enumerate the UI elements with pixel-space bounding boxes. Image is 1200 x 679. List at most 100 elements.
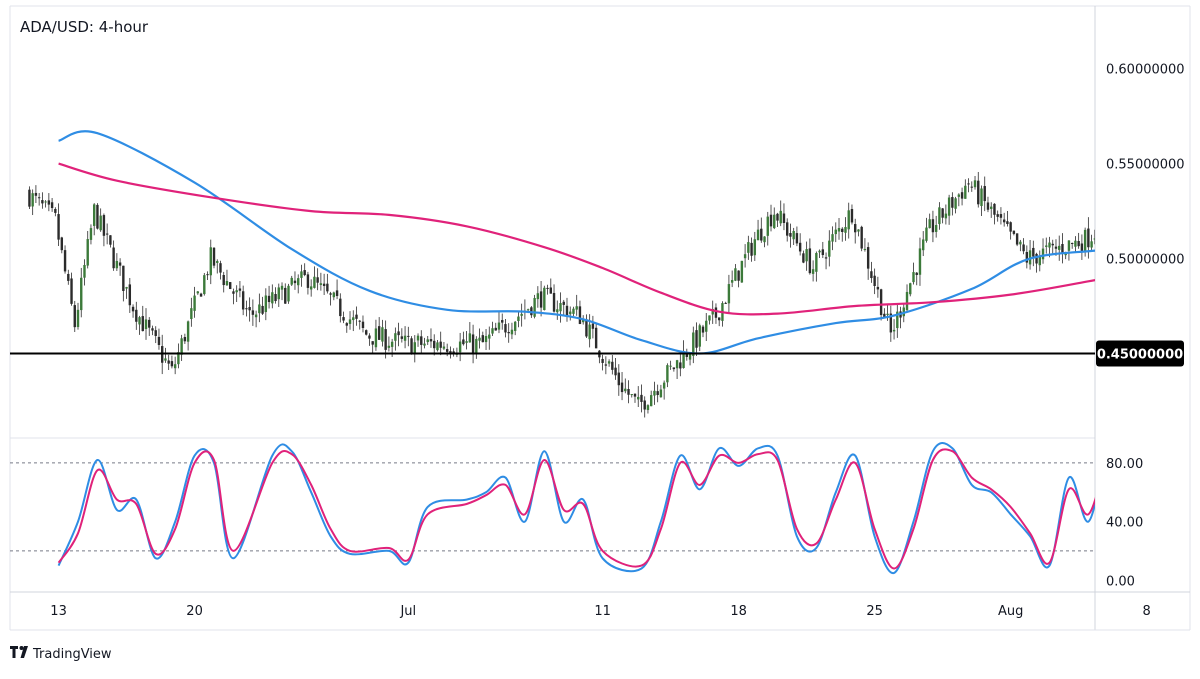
- candle-body: [274, 294, 277, 302]
- candle-body: [773, 214, 776, 229]
- candle: [1061, 233, 1064, 264]
- candle: [212, 247, 216, 269]
- candle: [368, 333, 371, 346]
- candle: [510, 322, 514, 340]
- candle-body: [1045, 245, 1048, 247]
- candle-body: [73, 305, 76, 328]
- candle-body: [912, 272, 915, 283]
- candle: [355, 306, 358, 326]
- candle: [316, 268, 319, 291]
- candle: [478, 328, 481, 349]
- candle: [795, 226, 799, 247]
- candle: [151, 325, 154, 336]
- candle-body: [177, 352, 180, 365]
- candle: [248, 297, 251, 322]
- candle: [442, 341, 446, 351]
- candle-body: [504, 324, 507, 333]
- candle: [536, 286, 540, 308]
- candle: [290, 275, 293, 287]
- time-tick-label: 13: [50, 604, 67, 619]
- candle: [863, 238, 867, 252]
- candle: [433, 334, 436, 356]
- candle-body: [348, 319, 352, 324]
- candle: [387, 336, 391, 352]
- candle: [999, 207, 1003, 225]
- candle-body: [753, 239, 757, 256]
- candle: [326, 273, 329, 294]
- candle-body: [128, 284, 132, 306]
- candle-body: [1022, 244, 1025, 252]
- candle-body: [743, 254, 747, 259]
- candle-body: [675, 360, 679, 369]
- candle-body: [374, 328, 378, 348]
- candle-body: [225, 281, 229, 286]
- candle: [481, 331, 484, 343]
- candle-body: [533, 298, 536, 317]
- candle-body: [708, 315, 711, 321]
- candle: [76, 302, 80, 330]
- candle-body: [329, 293, 332, 295]
- candle-body: [1064, 253, 1067, 256]
- candle-body: [698, 325, 701, 347]
- candle-body: [973, 180, 977, 188]
- candle: [1080, 234, 1084, 260]
- candle-body: [526, 309, 530, 311]
- candle-body: [513, 321, 517, 331]
- candle: [513, 320, 517, 336]
- candle: [769, 204, 773, 232]
- candle-body: [925, 227, 928, 241]
- candle-body: [118, 262, 122, 266]
- time-tick-label: 18: [730, 604, 747, 619]
- candle-body: [50, 202, 54, 209]
- candle-body: [478, 337, 481, 341]
- candle: [633, 393, 637, 403]
- candle: [786, 218, 789, 242]
- candle-body: [377, 326, 381, 340]
- candle-body: [967, 183, 970, 185]
- candle: [225, 269, 229, 287]
- candle-body: [1015, 233, 1019, 245]
- candle-body: [831, 234, 834, 242]
- candle: [429, 328, 433, 348]
- candle-body: [335, 290, 339, 296]
- candle-body: [763, 236, 766, 243]
- candle: [685, 348, 689, 361]
- candle-body: [141, 316, 144, 332]
- candle: [287, 283, 290, 304]
- candle-body: [857, 229, 860, 232]
- candle: [138, 315, 141, 335]
- candle: [300, 264, 303, 287]
- candle: [614, 357, 617, 380]
- candle: [122, 265, 125, 302]
- candle: [970, 181, 973, 192]
- candle-body: [484, 336, 488, 343]
- candle: [1009, 221, 1012, 240]
- candle: [345, 322, 348, 333]
- candle-body: [238, 288, 242, 291]
- candle: [892, 319, 896, 340]
- candle: [572, 306, 575, 316]
- candle-body: [410, 338, 413, 355]
- candle-body: [734, 268, 737, 281]
- candle-body: [102, 215, 106, 236]
- candle-body: [439, 341, 442, 348]
- candle-body: [488, 334, 491, 339]
- candle-body: [326, 283, 329, 292]
- candle: [653, 381, 656, 405]
- candle: [102, 213, 106, 247]
- candle: [309, 279, 313, 297]
- candle: [831, 226, 834, 251]
- candle-body: [559, 303, 562, 312]
- candle: [186, 320, 190, 351]
- time-tick-label: 8: [1143, 604, 1151, 619]
- candle-body: [1028, 250, 1032, 265]
- candle-body: [1067, 240, 1071, 251]
- candle: [471, 324, 475, 364]
- candle: [977, 171, 980, 208]
- time-tick-label: 11: [594, 604, 611, 619]
- candle-body: [870, 271, 873, 279]
- candle: [811, 260, 815, 282]
- candle-body: [620, 382, 624, 393]
- axes: 0.60000000 0.55000000 0.50000000 0.45000000…: [50, 63, 1184, 619]
- candle-body: [666, 365, 669, 383]
